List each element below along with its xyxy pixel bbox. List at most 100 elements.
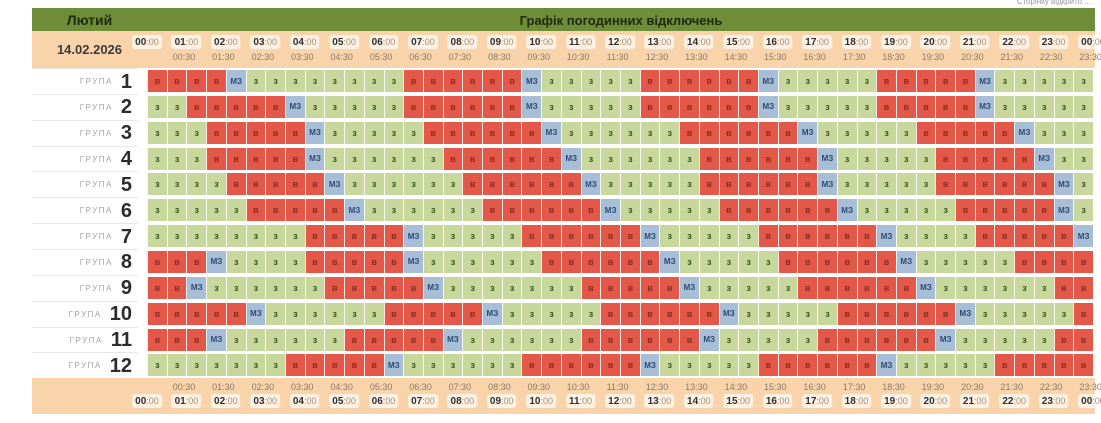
schedule-cell-powered: з — [659, 199, 680, 222]
hour-label: 19:00 — [881, 394, 911, 408]
schedule-cell-outage: в — [600, 225, 620, 248]
schedule-cell-powered: з — [679, 250, 699, 273]
schedule-cell-outage: в — [265, 95, 285, 118]
schedule-cell-powered: з — [324, 70, 345, 92]
schedule-cell-powered: з — [836, 95, 857, 118]
schedule-cell-outage: в — [541, 225, 561, 248]
schedule-cell-powered: з — [560, 95, 581, 118]
schedule-cell-outage: в — [797, 147, 818, 170]
schedule-cell-outage: в — [1014, 225, 1034, 248]
schedule-cell-outage: в — [679, 95, 699, 118]
half-hour-label: 21:30 — [1000, 52, 1024, 62]
hour-label: 21:00 — [959, 35, 990, 49]
hour-label: 10:00 — [526, 35, 556, 49]
schedule-cell-powered: з — [541, 328, 561, 351]
schedule-cell-possible: МЗ — [344, 199, 364, 222]
schedule-cell-powered: з — [383, 173, 404, 196]
schedule-cell-outage: в — [403, 95, 423, 118]
schedule-cell-powered: з — [718, 354, 739, 377]
schedule-cell-powered: з — [383, 70, 404, 92]
schedule-cell-powered: з — [876, 121, 896, 144]
schedule-cell-powered: з — [225, 225, 246, 248]
schedule-cell-powered: з — [797, 302, 818, 325]
schedule-cell-outage: в — [284, 121, 305, 144]
schedule-cell-possible: МЗ — [1053, 173, 1074, 196]
schedule-cell-outage: в — [935, 70, 956, 92]
group-word: ГРУПА — [79, 154, 113, 164]
schedule-cell-possible: МЗ — [1053, 199, 1074, 222]
schedule-cell-outage: в — [718, 121, 739, 144]
group-number: 6 — [120, 199, 132, 222]
schedule-cell-possible: МЗ — [679, 276, 699, 299]
schedule-cell-powered: з — [245, 250, 266, 273]
schedule-cell-powered: з — [600, 70, 620, 92]
schedule-cell-possible: МЗ — [876, 354, 896, 377]
schedule-cell-powered: з — [560, 70, 581, 92]
group-word: ГРУПА — [69, 335, 103, 345]
schedule-cell-powered: з — [560, 276, 581, 299]
half-hour-label: 02:30 — [251, 52, 275, 62]
schedule-cell-powered: з — [974, 302, 995, 325]
schedule-cell-powered: з — [462, 276, 483, 299]
schedule-cell-powered: з — [147, 95, 167, 118]
schedule-cell-powered: з — [344, 147, 364, 170]
schedule-cell-powered: з — [797, 70, 818, 92]
schedule-cell-powered: з — [166, 225, 187, 248]
schedule-cell-powered: з — [265, 250, 285, 273]
schedule-cell-outage: в — [482, 95, 502, 118]
schedule-cell-outage: в — [422, 95, 443, 118]
schedule-cell-powered: з — [482, 328, 502, 351]
schedule-cell-powered: з — [1073, 147, 1093, 170]
schedule-cell-powered: з — [659, 354, 680, 377]
schedule-cell-outage: в — [738, 121, 758, 144]
schedule-cell-outage: в — [245, 173, 266, 196]
half-hour-label: 09:30 — [527, 382, 551, 392]
schedule-cell-outage: в — [836, 354, 857, 377]
group-row: в в в в МЗ з з з з з з з з в в в в в в МЗ з з з з з в в в в в в МЗ з з з з з… — [147, 68, 1093, 94]
schedule-cell-outage: в — [935, 147, 956, 170]
schedule-cell-powered: з — [265, 302, 285, 325]
schedule-cell-powered: з — [895, 173, 916, 196]
schedule-cell-outage: в — [284, 173, 305, 196]
schedule-cell-outage: в — [757, 121, 778, 144]
schedule-cell-outage: в — [955, 173, 975, 196]
schedule-cell-outage: в — [560, 354, 581, 377]
schedule-cell-outage: в — [324, 199, 345, 222]
schedule-cell-outage: в — [639, 70, 660, 92]
schedule-cell-powered: з — [1014, 276, 1034, 299]
schedule-cell-outage: в — [284, 147, 305, 170]
group-row: в в в в в МЗ з з з з з з в в в в в МЗ з з з з з в в в в в в МЗ з з з з з в в… — [147, 301, 1093, 327]
schedule-cell-outage: в — [915, 70, 936, 92]
schedule-cell-outage: в — [698, 147, 719, 170]
schedule-cell-outage: в — [935, 121, 956, 144]
schedule-cell-possible: МЗ — [659, 250, 680, 273]
schedule-cell-outage: в — [738, 70, 758, 92]
schedule-cell-powered: з — [225, 250, 246, 273]
schedule-cell-powered: з — [442, 354, 463, 377]
schedule-cell-outage: в — [639, 95, 660, 118]
schedule-cell-outage: в — [580, 199, 601, 222]
schedule-cell-outage: в — [166, 70, 187, 92]
schedule-cell-powered: з — [206, 276, 226, 299]
schedule-cell-powered: з — [659, 147, 680, 170]
time-footer-band: 00:00 01:00 02:00 03:00 04:00 05:00 06:00 07:00… — [32, 378, 1101, 414]
schedule-cell-outage: в — [777, 199, 798, 222]
hour-label: 04:00 — [289, 394, 320, 408]
schedule-cell-powered: з — [324, 95, 345, 118]
schedule-cell-outage: в — [836, 225, 857, 248]
schedule-cell-outage: в — [955, 199, 975, 222]
schedule-cell-outage: в — [698, 121, 719, 144]
schedule-cell-powered: з — [817, 70, 837, 92]
schedule-cell-outage: в — [284, 354, 305, 377]
schedule-cell-outage: в — [442, 302, 463, 325]
schedule-cell-powered: з — [718, 276, 739, 299]
half-hour-label: 04:30 — [330, 382, 353, 392]
schedule-cell-powered: з — [856, 121, 877, 144]
schedule-cell-outage: в — [876, 70, 896, 92]
schedule-cell-powered: з — [363, 199, 384, 222]
schedule-cell-powered: з — [895, 225, 916, 248]
schedule-cell-outage: в — [462, 95, 483, 118]
schedule-cell-outage: в — [955, 95, 975, 118]
schedule-cell-powered: з — [580, 302, 601, 325]
